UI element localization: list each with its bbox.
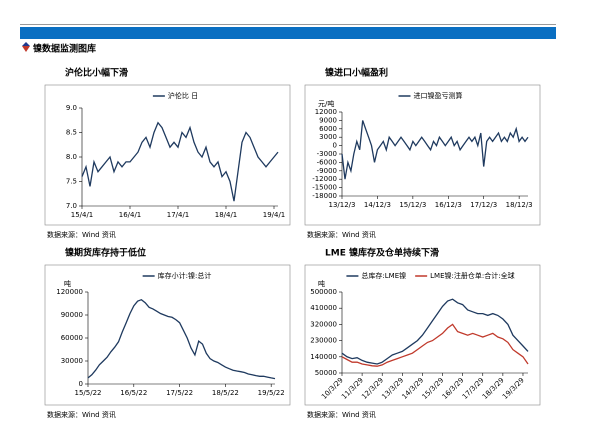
y-tick-label: 410000 <box>310 304 337 312</box>
chart-title: 沪伦比小幅下滑 <box>65 67 128 79</box>
y-tick-label: 3000 <box>319 133 337 141</box>
y-tick-label: -12000 <box>312 175 337 183</box>
x-tick-label: 15/5/22 <box>75 389 102 397</box>
chart-frame <box>44 84 291 226</box>
y-tick-label: 7.5 <box>66 178 77 186</box>
x-tick-label: 18/5/22 <box>212 389 239 397</box>
series-line <box>341 323 529 367</box>
y-tick-label: -18000 <box>312 192 337 200</box>
x-tick-label: 19/3/29 <box>501 376 526 401</box>
y-tick-label: -3000 <box>317 150 337 158</box>
y-tick-label: 50000 <box>315 369 337 377</box>
series-line <box>341 298 529 365</box>
series-line <box>81 121 279 202</box>
y-tick-label: 7.0 <box>66 202 77 210</box>
x-tick-label: 18/12/3 <box>506 201 533 209</box>
y-tick-label: 6000 <box>319 125 337 133</box>
series-line <box>87 298 276 380</box>
chart-frame <box>304 264 541 406</box>
header-band <box>20 27 556 39</box>
chart-title: 镍进口小幅盈利 <box>325 67 388 79</box>
y-tick-label: -9000 <box>317 167 337 175</box>
y-tick-label: 8.5 <box>66 129 77 137</box>
x-tick-label: 14/12/3 <box>364 201 391 209</box>
y-unit: 吨 <box>64 279 71 288</box>
y-tick-label: -6000 <box>317 158 337 166</box>
y-tick-label: 0 <box>79 380 83 388</box>
y-unit: 吨 <box>318 279 325 288</box>
y-tick-label: 320000 <box>310 320 337 328</box>
x-tick-label: 15/4/1 <box>71 211 94 219</box>
x-tick-label: 16/5/22 <box>120 389 147 397</box>
y-tick-label: 140000 <box>310 353 337 361</box>
chart-source: 数据来源：Wind 资讯 <box>47 410 116 419</box>
chart-frame <box>304 84 541 226</box>
y-tick-label: 500000 <box>310 288 337 296</box>
legend-label: 总库存:LME镍 <box>361 271 406 280</box>
y-unit: 元/吨 <box>318 99 334 108</box>
legend-label: LME镍:注册仓单:合计:全球 <box>430 271 514 280</box>
y-tick-label: 120000 <box>56 288 83 296</box>
y-tick-label: -15000 <box>312 184 337 192</box>
x-tick-label: 16/4/1 <box>119 211 142 219</box>
chart-source: 数据来源：Wind 资讯 <box>307 230 376 239</box>
x-tick-label: 15/12/3 <box>399 201 426 209</box>
chart-title: 镍期货库存持于低位 <box>65 247 146 259</box>
legend-label: 库存小计:镍:总计 <box>158 271 212 280</box>
x-tick-label: 18/4/1 <box>215 211 238 219</box>
section-title: 镍数据监测图库 <box>33 43 96 55</box>
y-tick-label: 9000 <box>319 116 337 124</box>
chart-source: 数据来源：Wind 资讯 <box>47 230 116 239</box>
y-tick-label: 8.0 <box>66 153 77 161</box>
legend-label: 进口镍盈亏测算 <box>414 91 463 100</box>
chart-title: LME 镍库存及仓单持续下滑 <box>325 247 439 259</box>
y-tick-label: 0 <box>333 142 337 150</box>
legend-label: 沪伦比 日 <box>168 91 198 100</box>
header-rule <box>20 24 556 25</box>
x-tick-label: 19/5/22 <box>258 389 285 397</box>
y-tick-label: 30000 <box>61 357 83 365</box>
y-tick-label: 12000 <box>315 108 337 116</box>
series-line <box>341 120 529 180</box>
chart-source: 数据来源：Wind 资讯 <box>307 410 376 419</box>
x-tick-label: 17/12/3 <box>470 201 497 209</box>
x-tick-label: 17/5/22 <box>166 389 193 397</box>
x-tick-label: 13/12/3 <box>329 201 356 209</box>
chart-frame <box>44 264 291 406</box>
x-tick-label: 17/4/1 <box>167 211 190 219</box>
section-icon-top <box>22 42 30 46</box>
y-tick-label: 230000 <box>310 337 337 345</box>
x-tick-label: 19/4/1 <box>263 211 286 219</box>
y-tick-label: 60000 <box>61 334 83 342</box>
x-tick-label: 16/12/3 <box>435 201 462 209</box>
y-tick-label: 90000 <box>61 311 83 319</box>
y-tick-label: 9.0 <box>66 104 77 112</box>
section-icon <box>22 46 30 52</box>
